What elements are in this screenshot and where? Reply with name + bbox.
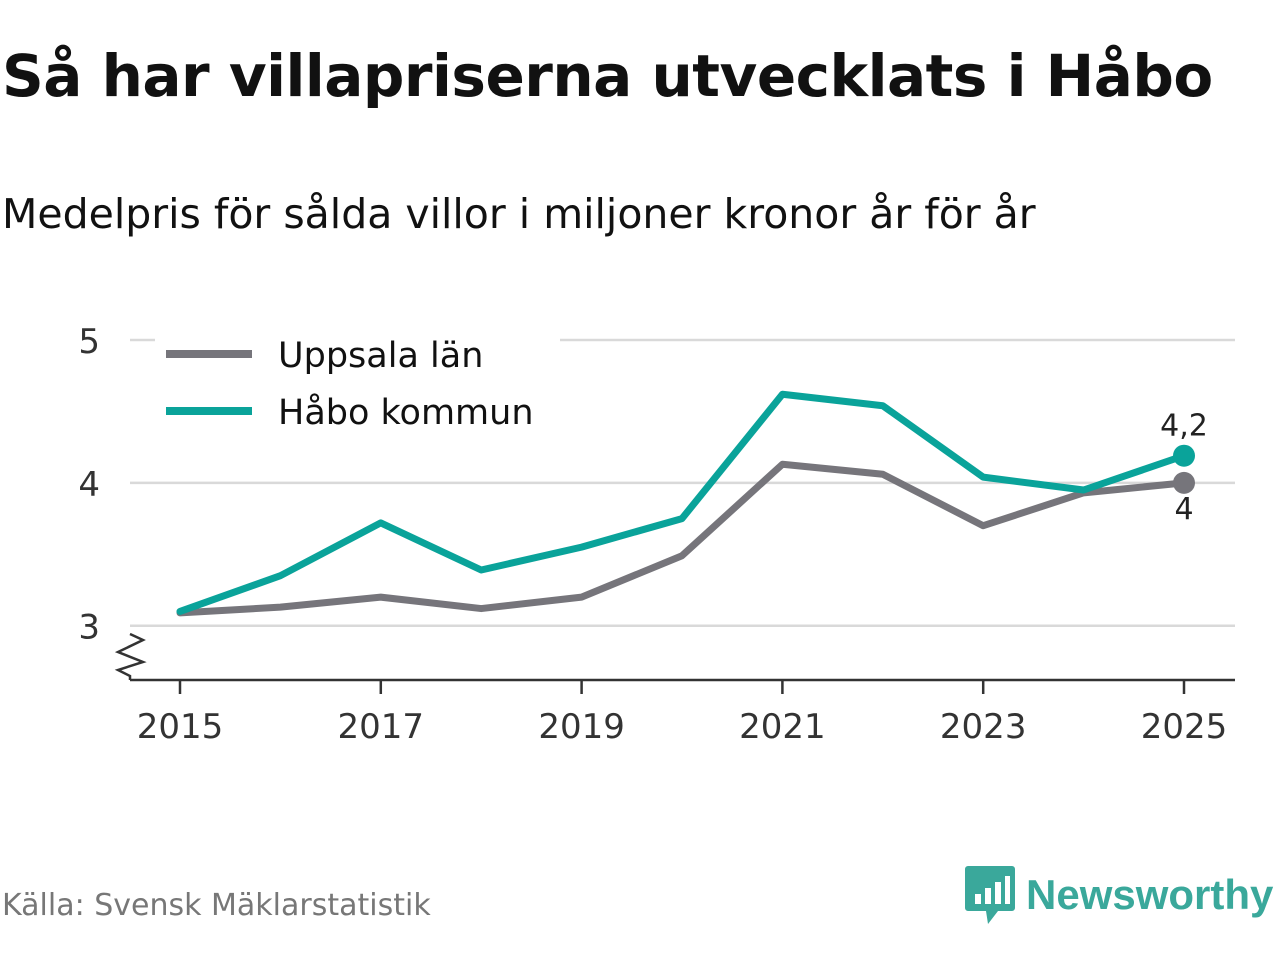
y-tick-label: 4 (78, 465, 100, 505)
x-tick-label: 2019 (538, 707, 625, 747)
end-value-label: 4,2 (1160, 409, 1208, 444)
x-tick-label: 2025 (1141, 707, 1228, 747)
data-point (679, 552, 685, 559)
x-tick-label: 2017 (338, 707, 425, 747)
chart-subtitle: Medelpris för sålda villor i miljoner kr… (2, 190, 1036, 238)
brand[interactable]: Newsworthy (964, 864, 1273, 926)
chart-title: Så har villapriserna utvecklats i Håbo (2, 42, 1213, 110)
legend: Uppsala län Håbo kommun (155, 333, 560, 438)
data-point (779, 391, 786, 398)
axes: 3 4 5 2015 2017 2019 2021 2023 2025 (78, 322, 1235, 747)
data-point (277, 604, 284, 611)
end-value-label: 4 (1174, 492, 1193, 527)
brand-name: Newsworthy (1026, 871, 1274, 918)
data-point (679, 515, 685, 522)
data-point (578, 594, 585, 601)
data-point (478, 567, 485, 573)
series-end-marker (1173, 444, 1195, 467)
axis-break-mark (114, 632, 147, 680)
data-point (1080, 487, 1087, 493)
data-point (277, 572, 284, 579)
line-chart: 3 4 5 2015 2017 2019 2021 2023 2025 Uppsala län H… (78, 322, 1235, 747)
data-point (980, 474, 987, 481)
x-tick-label: 2021 (739, 707, 826, 747)
data-labels: 44,2 (1160, 409, 1208, 527)
source-note: Källa: Svensk Mäklarstatistik (2, 888, 431, 923)
data-point (879, 471, 886, 478)
data-point (377, 594, 384, 601)
data-point (879, 402, 886, 409)
data-point (779, 461, 786, 468)
data-point (177, 608, 183, 615)
data-point (980, 522, 987, 529)
data-point (578, 544, 585, 551)
series-end-marker (1173, 471, 1195, 494)
data-point (377, 519, 384, 526)
legend-label: Håbo kommun (278, 392, 534, 433)
x-tick-label: 2015 (137, 707, 224, 747)
x-tick-label: 2023 (940, 707, 1027, 747)
y-tick-label: 5 (78, 322, 100, 362)
series-lines (176, 390, 1195, 617)
newsworthy-logo-icon (965, 866, 1015, 924)
y-tick-label: 3 (78, 608, 100, 648)
legend-label: Uppsala län (278, 336, 483, 376)
data-point (478, 605, 485, 612)
